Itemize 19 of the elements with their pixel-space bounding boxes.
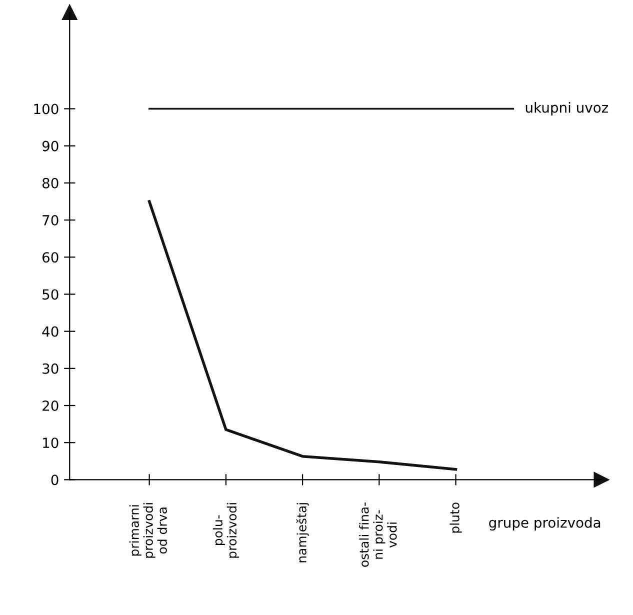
x-tick-label: pluto (450, 502, 462, 533)
y-tick-label: 50 (42, 289, 58, 300)
y-tick-label: 80 (42, 178, 58, 188)
x-tick-label: polu- proizvodi (212, 503, 239, 558)
y-tick-label: 90 (42, 140, 58, 152)
x-tick-label: namještaj (296, 503, 309, 562)
x-tick-label: ostali fina- ni proiz- vodi (359, 502, 397, 567)
y-tick-label: 40 (42, 326, 58, 337)
x-tick-label: primarni proizvodi od drva (129, 503, 167, 558)
y-tick-label: 30 (42, 363, 58, 374)
y-tick-label: 10 (43, 438, 58, 448)
line-series (148, 200, 458, 471)
y-tick-label: 0 (51, 474, 58, 486)
y-tick-label: 70 (42, 215, 58, 226)
ref-line-label: ukupni uvoz (526, 102, 608, 116)
y-tick-label: 100 (34, 104, 58, 114)
x-axis-title: grupe proizvoda (489, 517, 600, 531)
y-tick-label: 60 (42, 252, 58, 263)
y-tick-label: 20 (42, 400, 58, 411)
